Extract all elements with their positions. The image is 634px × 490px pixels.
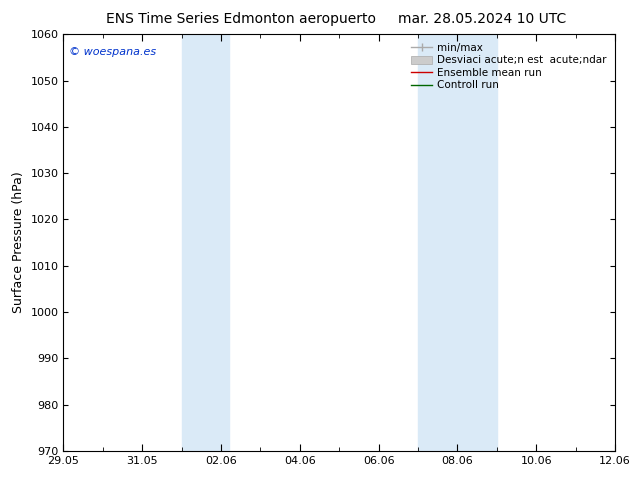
Y-axis label: Surface Pressure (hPa): Surface Pressure (hPa) xyxy=(12,172,25,314)
Bar xyxy=(418,34,497,451)
Text: ENS Time Series Edmonton aeropuerto: ENS Time Series Edmonton aeropuerto xyxy=(106,12,376,26)
Text: mar. 28.05.2024 10 UTC: mar. 28.05.2024 10 UTC xyxy=(398,12,566,26)
Legend: min/max, Desviaci acute;n est  acute;ndar, Ensemble mean run, Controll run: min/max, Desviaci acute;n est acute;ndar… xyxy=(408,40,610,94)
Text: © woespana.es: © woespana.es xyxy=(69,47,156,57)
Bar xyxy=(181,34,229,451)
